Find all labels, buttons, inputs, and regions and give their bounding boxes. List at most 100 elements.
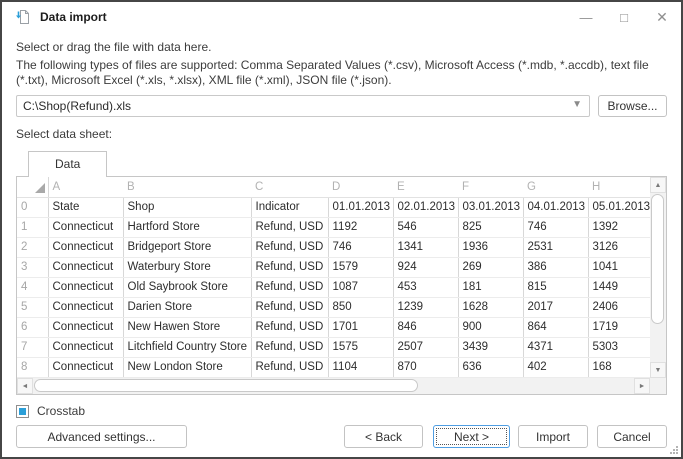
table-cell[interactable]: 2531 bbox=[523, 237, 589, 258]
column-header-f[interactable]: F bbox=[458, 177, 523, 198]
column-header-d[interactable]: D bbox=[328, 177, 393, 198]
table-cell[interactable]: 546 bbox=[393, 217, 459, 238]
maximize-button[interactable]: □ bbox=[620, 9, 628, 25]
table-cell[interactable]: Connecticut bbox=[48, 297, 124, 318]
table-cell[interactable]: Litchfield Country Store bbox=[123, 337, 252, 358]
chevron-down-icon[interactable]: ▼ bbox=[572, 99, 582, 110]
table-cell[interactable]: 04.01.2013 bbox=[523, 197, 589, 218]
table-cell[interactable]: 02.01.2013 bbox=[393, 197, 459, 218]
table-cell[interactable]: 1628 bbox=[458, 297, 524, 318]
row-header[interactable]: 7 bbox=[17, 337, 49, 358]
scroll-down-icon[interactable]: ▼ bbox=[650, 362, 666, 378]
table-cell[interactable]: 3439 bbox=[458, 337, 524, 358]
table-cell[interactable]: Bridgeport Store bbox=[123, 237, 252, 258]
table-cell[interactable]: 924 bbox=[393, 257, 459, 278]
table-cell[interactable]: 5303 bbox=[588, 337, 654, 358]
horizontal-scrollbar-thumb[interactable] bbox=[34, 379, 418, 392]
select-all-corner[interactable] bbox=[17, 177, 49, 198]
table-cell[interactable]: 1192 bbox=[328, 217, 394, 238]
table-cell[interactable]: Refund, USD bbox=[251, 297, 329, 318]
back-button[interactable]: < Back bbox=[344, 425, 423, 448]
vertical-scrollbar[interactable]: ▲ ▼ bbox=[650, 177, 666, 378]
table-cell[interactable]: 870 bbox=[393, 357, 459, 378]
table-cell[interactable]: 746 bbox=[328, 237, 394, 258]
table-cell[interactable]: Refund, USD bbox=[251, 317, 329, 338]
table-cell[interactable]: 2017 bbox=[523, 297, 589, 318]
row-header[interactable]: 5 bbox=[17, 297, 49, 318]
row-header[interactable]: 3 bbox=[17, 257, 49, 278]
table-cell[interactable]: 815 bbox=[523, 277, 589, 298]
table-cell[interactable]: 746 bbox=[523, 217, 589, 238]
table-cell[interactable]: Connecticut bbox=[48, 317, 124, 338]
table-cell[interactable]: 181 bbox=[458, 277, 524, 298]
table-cell[interactable]: New Hawen Store bbox=[123, 317, 252, 338]
row-header[interactable]: 1 bbox=[17, 217, 49, 238]
table-cell[interactable]: 900 bbox=[458, 317, 524, 338]
table-cell[interactable]: Refund, USD bbox=[251, 337, 329, 358]
table-cell[interactable]: 4371 bbox=[523, 337, 589, 358]
table-cell[interactable]: Connecticut bbox=[48, 357, 124, 378]
table-cell[interactable]: 402 bbox=[523, 357, 589, 378]
table-cell[interactable]: 1041 bbox=[588, 257, 654, 278]
table-cell[interactable]: Connecticut bbox=[48, 217, 124, 238]
table-cell[interactable]: Connecticut bbox=[48, 277, 124, 298]
row-header[interactable]: 0 bbox=[17, 197, 49, 218]
table-cell[interactable]: Waterbury Store bbox=[123, 257, 252, 278]
table-cell[interactable]: 2507 bbox=[393, 337, 459, 358]
file-path-combobox[interactable]: C:\Shop(Refund).xls ▼ bbox=[16, 95, 590, 117]
minimize-button[interactable]: — bbox=[579, 9, 593, 25]
table-cell[interactable]: 1239 bbox=[393, 297, 459, 318]
scroll-left-icon[interactable]: ◄ bbox=[17, 378, 33, 394]
column-header-e[interactable]: E bbox=[393, 177, 458, 198]
browse-button[interactable]: Browse... bbox=[598, 95, 667, 117]
column-header-g[interactable]: G bbox=[523, 177, 588, 198]
table-cell[interactable]: 864 bbox=[523, 317, 589, 338]
table-cell[interactable]: 1575 bbox=[328, 337, 394, 358]
cancel-button[interactable]: Cancel bbox=[597, 425, 667, 448]
vertical-scrollbar-thumb[interactable] bbox=[651, 194, 664, 324]
table-cell[interactable]: Connecticut bbox=[48, 257, 124, 278]
row-header[interactable]: 4 bbox=[17, 277, 49, 298]
table-cell[interactable]: Refund, USD bbox=[251, 357, 329, 378]
table-cell[interactable]: 386 bbox=[523, 257, 589, 278]
table-cell[interactable]: 846 bbox=[393, 317, 459, 338]
table-cell[interactable]: 1936 bbox=[458, 237, 524, 258]
table-cell[interactable]: Indicator bbox=[251, 197, 329, 218]
column-header-b[interactable]: B bbox=[123, 177, 251, 198]
column-header-h[interactable]: H bbox=[588, 177, 653, 198]
column-header-c[interactable]: C bbox=[251, 177, 328, 198]
table-cell[interactable]: 453 bbox=[393, 277, 459, 298]
table-cell[interactable]: Refund, USD bbox=[251, 237, 329, 258]
close-button[interactable]: ✕ bbox=[656, 8, 668, 25]
table-cell[interactable]: 1701 bbox=[328, 317, 394, 338]
scroll-up-icon[interactable]: ▲ bbox=[650, 177, 666, 193]
table-cell[interactable]: 03.01.2013 bbox=[458, 197, 524, 218]
table-cell[interactable]: 850 bbox=[328, 297, 394, 318]
table-cell[interactable]: Shop bbox=[123, 197, 252, 218]
next-button[interactable]: Next > bbox=[433, 425, 510, 448]
table-cell[interactable]: 1719 bbox=[588, 317, 654, 338]
table-cell[interactable]: 825 bbox=[458, 217, 524, 238]
table-cell[interactable]: 01.01.2013 bbox=[328, 197, 394, 218]
column-header-a[interactable]: A bbox=[48, 177, 123, 198]
table-cell[interactable]: Refund, USD bbox=[251, 217, 329, 238]
horizontal-scrollbar[interactable]: ◄ ► bbox=[17, 378, 650, 394]
table-cell[interactable]: 1392 bbox=[588, 217, 654, 238]
table-cell[interactable]: Darien Store bbox=[123, 297, 252, 318]
table-cell[interactable]: 1087 bbox=[328, 277, 394, 298]
row-header[interactable]: 6 bbox=[17, 317, 49, 338]
scroll-right-icon[interactable]: ► bbox=[634, 378, 650, 394]
table-cell[interactable]: 168 bbox=[588, 357, 654, 378]
crosstab-checkbox[interactable] bbox=[16, 404, 29, 418]
table-cell[interactable]: 636 bbox=[458, 357, 524, 378]
table-cell[interactable]: 05.01.2013 bbox=[588, 197, 654, 218]
table-cell[interactable]: New London Store bbox=[123, 357, 252, 378]
import-button[interactable]: Import bbox=[518, 425, 588, 448]
table-cell[interactable]: 1104 bbox=[328, 357, 394, 378]
advanced-settings-button[interactable]: Advanced settings... bbox=[16, 425, 187, 448]
table-cell[interactable]: 1449 bbox=[588, 277, 654, 298]
tab-data[interactable]: Data bbox=[28, 151, 108, 177]
table-cell[interactable]: State bbox=[48, 197, 124, 218]
table-cell[interactable]: Hartford Store bbox=[123, 217, 252, 238]
table-cell[interactable]: Old Saybrook Store bbox=[123, 277, 252, 298]
